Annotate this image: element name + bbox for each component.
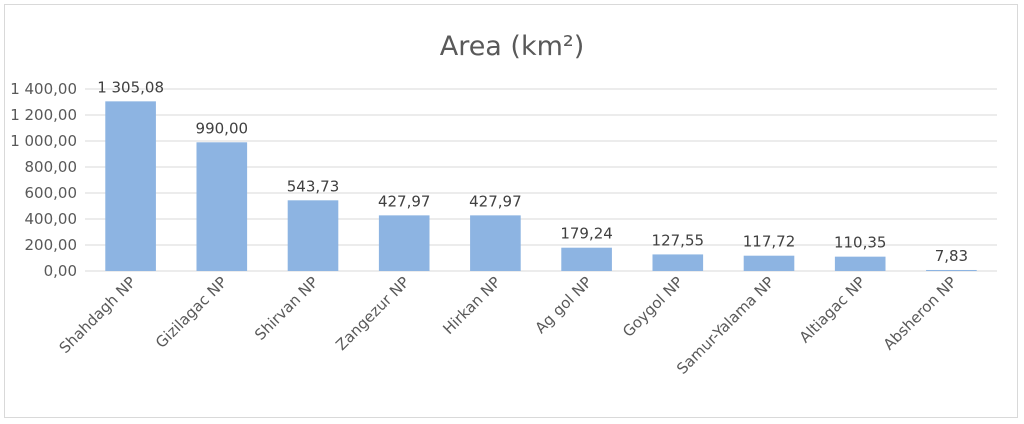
data-label: 427,97 <box>469 192 522 210</box>
data-label: 117,72 <box>743 233 796 251</box>
bar <box>926 269 977 271</box>
y-tick-label: 200,00 <box>25 236 78 254</box>
data-label: 7,83 <box>935 247 968 265</box>
bar <box>378 215 430 271</box>
y-tick-label: 1 200,00 <box>10 106 77 124</box>
y-tick-label: 1 000,00 <box>10 132 77 150</box>
y-tick-label: 800,00 <box>25 158 78 176</box>
x-category-label: Shahdagh NP <box>56 273 140 357</box>
x-category-label: Absheron NP <box>880 273 961 354</box>
bar <box>834 256 886 271</box>
bar <box>743 255 795 271</box>
data-label: 1 305,08 <box>97 78 164 96</box>
y-tick-label: 600,00 <box>25 184 78 202</box>
x-category-label: Ag gol NP <box>531 273 595 337</box>
data-label: 990,00 <box>196 119 249 137</box>
x-category-label: Zangezur NP <box>332 273 413 354</box>
x-category-label: Goygol NP <box>619 273 687 341</box>
chart-frame: Area (km²) 0,00 200,00 400,00 600,00 800,00 1… <box>4 4 1018 418</box>
chart-title: Area (km²) <box>440 31 585 62</box>
data-label: 427,97 <box>378 192 431 210</box>
bar <box>287 200 339 271</box>
x-category-label: Shirvan NP <box>251 273 322 344</box>
bar <box>105 101 156 271</box>
x-category-label: Altiagac NP <box>796 273 869 346</box>
bar-chart: Area (km²) 0,00 200,00 400,00 600,00 800,00 1… <box>10 31 997 378</box>
data-label: 110,35 <box>834 234 887 252</box>
bar <box>196 142 248 271</box>
bar <box>561 247 612 271</box>
x-category-label: Samur-Yalama NP <box>673 273 778 378</box>
y-tick-label: 400,00 <box>25 210 78 228</box>
x-category-label: Hirkan NP <box>439 273 504 338</box>
y-tick-label: 1 400,00 <box>10 80 77 98</box>
data-label: 127,55 <box>652 231 705 249</box>
y-tick-label: 0,00 <box>44 262 77 280</box>
x-category-label: Gizilagac NP <box>152 273 231 352</box>
data-label: 543,73 <box>287 177 340 195</box>
bar <box>652 254 704 271</box>
bar <box>470 215 521 271</box>
data-label: 179,24 <box>560 225 613 243</box>
